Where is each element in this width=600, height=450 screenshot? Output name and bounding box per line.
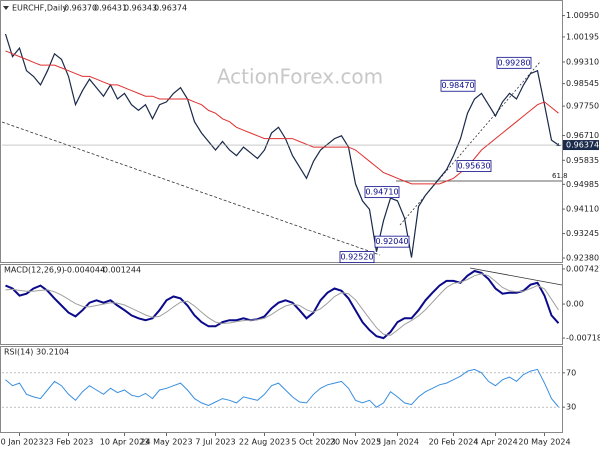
annotation-label: 0.94710 [365,188,398,197]
series-line [4,33,559,258]
trend-line [469,267,563,286]
fib-label: 61.8 [552,172,568,180]
ohlc-value: 0.96370 [64,4,97,13]
annotation-label: 0.98470 [441,81,474,90]
x-tick-label: 7 Jul 2023 [195,438,235,447]
ohlc-value: 0.96343 [124,4,157,13]
y-tick-label: 1.00195 [566,32,599,41]
candle-body [556,145,561,147]
current-price-tag [563,140,599,151]
annotation-box [339,251,375,263]
annotation-box [496,56,532,69]
annotation-label: 0.99280 [497,58,530,67]
ohlc-value: 0.96374 [154,4,187,13]
macd-value: -0.004044 [64,266,105,275]
x-tick-label: 4 Apr 2024 [473,438,517,447]
y-tick-label: 0.99310 [566,57,599,66]
x-tick-label: 24 May 2023 [140,438,192,447]
watermark: ActionForex.com [217,65,383,89]
annotation-label: 0.92520 [340,253,373,262]
current-price-label: 0.96374 [566,141,599,150]
y-tick-label: 0.97750 [566,102,599,111]
y-tick-label: 1.00950 [566,11,599,20]
rsi-value: 30.2104 [36,348,69,357]
rsi-panel [0,346,563,433]
series-line [5,368,559,408]
menu-icon [3,6,9,10]
chart-title: EURCHF,Daily [12,4,67,13]
series-line [5,269,560,340]
rsi-title: RSI(14) [4,348,33,357]
y-tick-label: 0.007427 [566,264,600,273]
y-tick-label: 0.94985 [566,180,599,189]
signal-value: -0.001244 [100,266,141,275]
y-tick-label: 0.93245 [566,229,599,238]
x-tick-label: 10 Jan 2023 [0,438,43,447]
y-tick-label: 0.00 [566,300,584,309]
trend-line [1,121,381,256]
y-tick-label: 0.92380 [566,254,599,263]
x-tick-label: 22 Aug 2023 [239,438,290,447]
annotation-label: 0.92040 [375,237,408,246]
series-line [5,273,559,336]
x-tick-label: 5 Oct 2023 [291,438,335,447]
x-tick-label: 10 Apr 2023 [100,438,149,447]
annotation-box [374,235,410,248]
y-tick-label: 0.96710 [566,131,599,140]
y-tick-label: 0.98545 [566,79,599,88]
y-tick-label: 30 [566,403,576,412]
annotation-label: 0.95630 [457,162,490,171]
macd-title: MACD(12,26,9) [4,266,65,275]
y-tick-label: 0.95835 [566,156,599,165]
y-tick-label: -0.007186 [566,334,600,343]
x-tick-label: 23 Feb 2023 [44,438,94,447]
x-tick-label: 5 Jan 2024 [376,438,419,447]
x-tick-label: 20 May 2024 [518,438,570,447]
macd-panel [0,264,563,345]
annotation-box [456,160,492,172]
y-tick-label: 70 [566,368,576,377]
annotation-box [440,79,476,92]
annotation-box [364,186,400,199]
price-panel [0,0,563,263]
x-tick-label: 20 Nov 2023 [330,438,381,447]
y-tick-label: 0.94110 [566,205,599,214]
x-tick-label: 20 Feb 2024 [429,438,479,447]
ohlc-value: 0.96431 [94,4,127,13]
